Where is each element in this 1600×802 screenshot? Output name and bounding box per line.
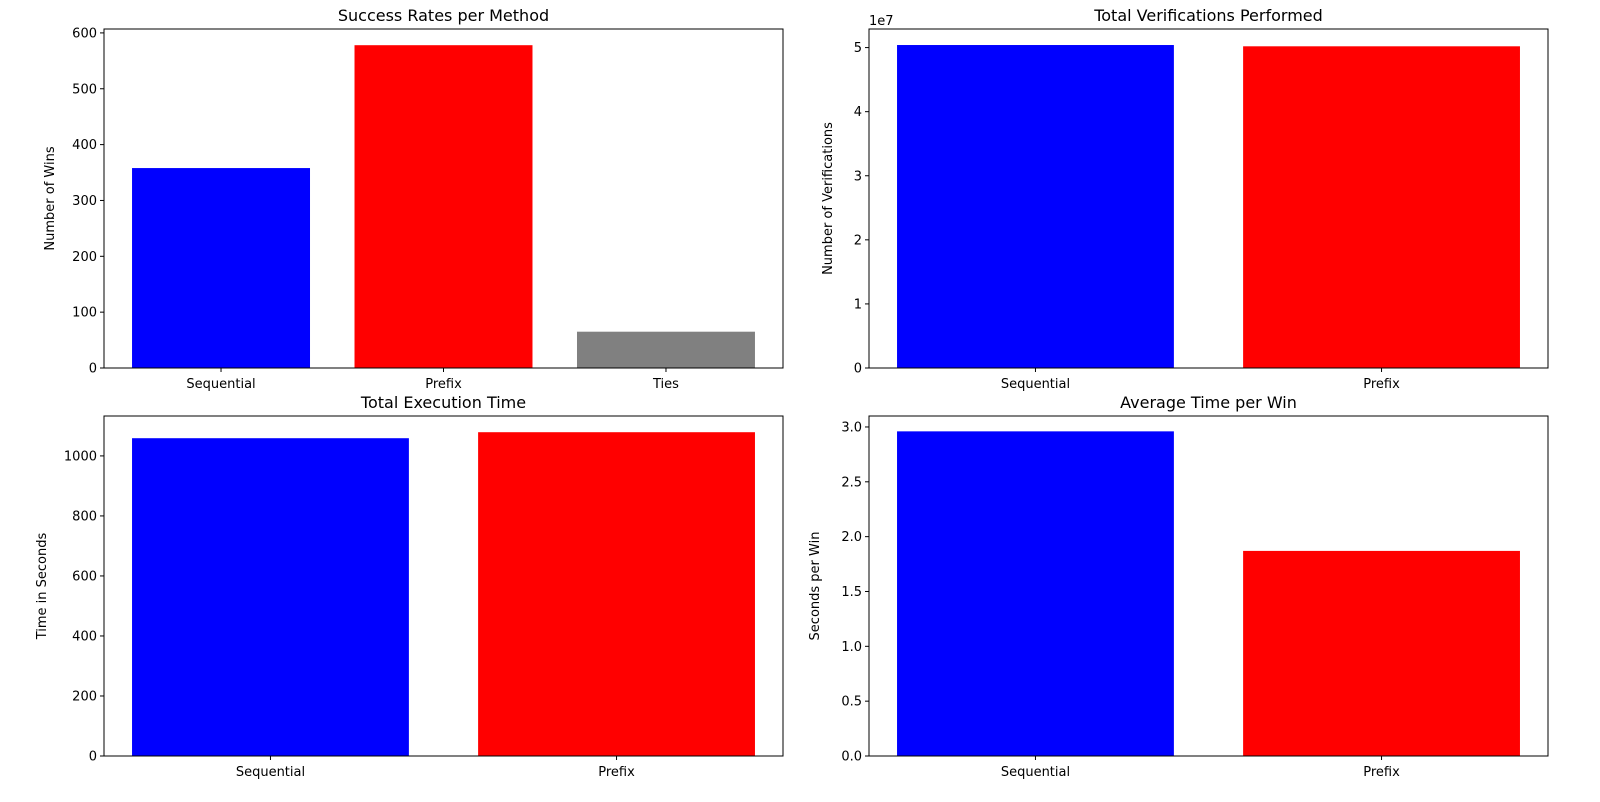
y-tick-label: 300 [72, 194, 97, 209]
y-offset-text: 1e7 [869, 14, 894, 29]
chart-panel-4: 0.0 0.5 1.0 1.5 2.0 2.5 3.0 Sequential Prefix Ave… [808, 393, 1549, 780]
y-tick-label: 4 [854, 105, 862, 120]
y-tick-label: 800 [72, 509, 97, 524]
x-tick-label: Sequential [1001, 377, 1070, 392]
bar-prefix [478, 432, 755, 756]
y-tick-label: 5 [854, 41, 862, 56]
y-tick-label: 200 [72, 689, 97, 704]
x-tick-label: Sequential [186, 377, 255, 392]
chart-title: Average Time per Win [1120, 393, 1297, 412]
x-tick-label: Prefix [598, 765, 635, 780]
y-tick-label: 200 [72, 250, 97, 265]
y-tick-label: 1.0 [841, 640, 862, 655]
chart-title: Success Rates per Method [338, 6, 549, 25]
y-tick-label: 0.5 [841, 695, 862, 710]
y-axis-label: Seconds per Win [808, 532, 823, 641]
chart-panel-1: 0 100 200 300 400 500 600 Sequential Prefix Ties S… [43, 6, 784, 392]
y-tick-label: 2.5 [841, 475, 862, 490]
y-tick-label: 2.0 [841, 530, 862, 545]
y-tick-label: 0.0 [841, 750, 862, 765]
y-tick-label: 1.5 [841, 585, 862, 600]
x-tick-label: Prefix [1363, 377, 1400, 392]
y-tick-label: 1 [854, 297, 862, 312]
y-tick-label: 500 [72, 82, 97, 97]
y-tick-label: 0 [89, 750, 97, 765]
y-tick-label: 400 [72, 629, 97, 644]
bar-prefix [354, 45, 533, 368]
axes-frame [868, 415, 1549, 757]
y-tick-label: 2 [854, 233, 862, 248]
y-tick-label: 0 [89, 362, 97, 377]
y-axis-label: Number of Wins [43, 146, 58, 250]
y-axis-label: Number of Verifications [821, 122, 836, 275]
bar-sequential [132, 438, 409, 756]
chart-title: Total Execution Time [360, 393, 526, 412]
bar-sequential [897, 431, 1174, 756]
y-tick-label: 600 [72, 26, 97, 41]
bar-ties [576, 331, 755, 368]
y-tick-label: 100 [72, 306, 97, 321]
bar-sequential [132, 168, 311, 368]
y-tick-label: 0 [854, 362, 862, 377]
bar-prefix [1243, 550, 1520, 756]
x-tick-label: Prefix [425, 377, 462, 392]
x-tick-label: Prefix [1363, 765, 1400, 780]
axes-frame [868, 28, 1549, 369]
y-tick-label: 1000 [64, 449, 97, 464]
bar-sequential [897, 45, 1174, 369]
y-tick-label: 3.0 [841, 420, 862, 435]
bar-prefix [1243, 46, 1520, 368]
x-tick-label: Ties [652, 377, 679, 392]
y-tick-label: 400 [72, 138, 97, 153]
chart-panel-3: 0 200 400 600 800 1000 Sequential Prefix Total E… [35, 393, 784, 780]
x-tick-label: Sequential [236, 765, 305, 780]
x-tick-label: Sequential [1001, 765, 1070, 780]
chart-panel-2: 0 1 2 3 4 5 Sequential Prefix Total Verification… [821, 6, 1549, 392]
y-tick-label: 600 [72, 569, 97, 584]
chart-title: Total Verifications Performed [1093, 6, 1323, 25]
y-axis-label: Time in Seconds [35, 533, 50, 641]
y-tick-label: 3 [854, 169, 862, 184]
axes-frame [103, 415, 784, 757]
